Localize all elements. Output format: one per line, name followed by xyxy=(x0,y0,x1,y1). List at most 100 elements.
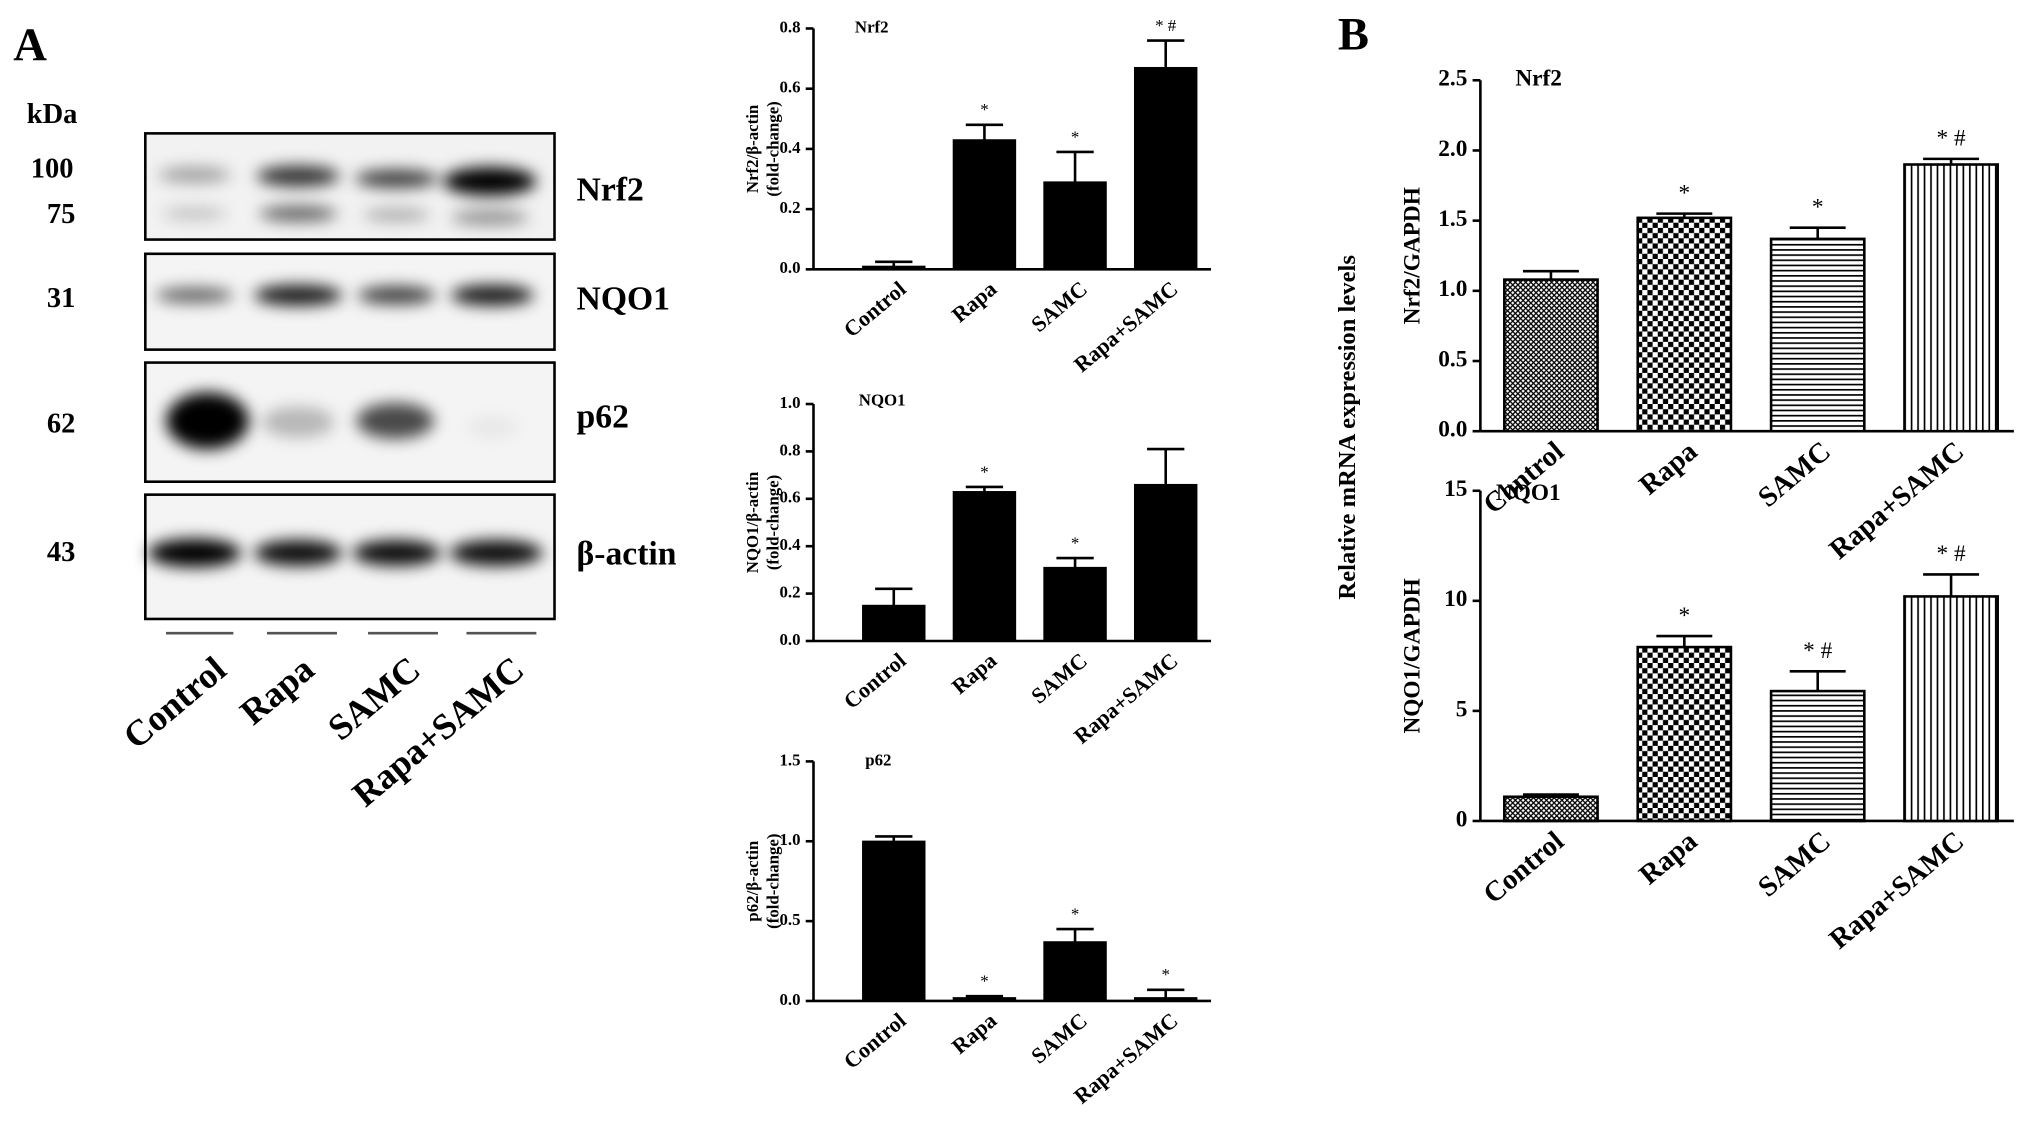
y-tick-label: 0.0 xyxy=(779,990,800,1009)
bar xyxy=(1133,483,1198,642)
significance: * xyxy=(980,462,988,481)
x-tick-label: Control xyxy=(1478,826,1570,910)
y-tick-label: 0 xyxy=(1456,806,1468,832)
x-tick-label: SAMC xyxy=(1753,826,1837,904)
x-tick-label: SAMC xyxy=(1026,648,1092,709)
x-tick-label: SAMC xyxy=(1753,436,1837,514)
lane-label: Control xyxy=(116,649,234,757)
y-axis-label: p62/β-actin xyxy=(743,840,762,921)
significance: * # xyxy=(1937,541,1966,567)
marker: 31 xyxy=(47,283,75,314)
y-tick-label: 1.0 xyxy=(779,830,800,849)
bar xyxy=(1043,941,1107,1002)
bar xyxy=(1769,237,1866,433)
bar xyxy=(1636,645,1733,823)
protein-label: NQO1 xyxy=(577,280,671,317)
x-tick-label: Control xyxy=(839,276,911,342)
chart-title: NQO1 xyxy=(859,390,906,409)
bar xyxy=(1043,566,1107,642)
significance: * xyxy=(980,100,988,119)
y-tick-label: 0.0 xyxy=(779,258,800,277)
significance: * xyxy=(1678,180,1690,206)
y-tick-label: 0.2 xyxy=(779,582,800,601)
y-tick-label: 0.5 xyxy=(1438,346,1467,372)
x-tick-label: Control xyxy=(839,648,911,714)
bar xyxy=(1903,595,1999,823)
bar xyxy=(1636,216,1733,433)
significance: * xyxy=(1071,533,1079,552)
significance: * # xyxy=(1803,638,1832,664)
bar xyxy=(952,997,1017,1002)
x-tick-label: Rapa xyxy=(947,1008,1001,1059)
y-axis-label: NQO1/GAPDH xyxy=(1400,578,1426,733)
bar xyxy=(1503,278,1599,433)
x-tick-label: Control xyxy=(839,1008,911,1074)
bar xyxy=(1903,163,1999,433)
y-tick-label: 1.0 xyxy=(779,393,800,412)
bar xyxy=(862,265,926,270)
y-tick-label: 1.0 xyxy=(1438,276,1467,302)
blot xyxy=(144,132,556,635)
y-tick-label: 2.0 xyxy=(1438,136,1467,162)
marker: 75 xyxy=(47,199,75,230)
bar xyxy=(1133,997,1198,1002)
x-tick-label: SAMC xyxy=(1026,1008,1092,1069)
x-tick-label: Rapa xyxy=(1634,436,1704,501)
x-tick-label: Rapa xyxy=(947,276,1001,327)
significance: * xyxy=(1678,603,1690,629)
marker: 43 xyxy=(47,537,75,568)
chart-title: p62 xyxy=(865,750,891,769)
bar xyxy=(1133,66,1198,270)
chart-title: Nrf2 xyxy=(855,17,889,36)
y-axis-label: (fold-change) xyxy=(764,101,783,196)
protein-label: Nrf2 xyxy=(577,172,644,209)
significance: * xyxy=(1161,965,1169,984)
y-tick-label: 0.8 xyxy=(779,17,800,36)
y-axis-label: (fold-change) xyxy=(764,834,783,929)
y-tick-label: 0.4 xyxy=(779,138,801,157)
bar xyxy=(952,491,1017,642)
significance: * xyxy=(1812,194,1824,220)
y-tick-label: 1.5 xyxy=(779,750,800,769)
y-axis-label: Nrf2/GAPDH xyxy=(1400,187,1426,324)
y-tick-label: 0.8 xyxy=(779,440,800,459)
significance: * # xyxy=(1937,126,1966,152)
y-tick-label: 0.5 xyxy=(779,910,800,929)
significance: * # xyxy=(1155,16,1177,35)
protein-label: β-actin xyxy=(577,536,677,573)
protein-label: p62 xyxy=(577,398,629,435)
y-tick-label: 1.5 xyxy=(1438,206,1467,232)
y-tick-label: 0.4 xyxy=(779,535,801,554)
significance: * xyxy=(980,972,988,991)
bar xyxy=(862,840,926,1002)
y-axis-label: Nrf2/β-actin xyxy=(743,104,762,193)
marker: 62 xyxy=(47,409,75,440)
shared-y-label: Relative mRNA expression levels xyxy=(1334,255,1361,600)
y-tick-label: 15 xyxy=(1444,476,1467,502)
y-tick-label: 10 xyxy=(1444,586,1467,612)
bar xyxy=(952,139,1017,270)
y-axis-label: (fold-change) xyxy=(764,475,783,570)
x-tick-label: Rapa+SAMC xyxy=(1824,826,1970,956)
bar xyxy=(1503,795,1599,823)
panel-label: B xyxy=(1338,9,1369,61)
x-tick-label: SAMC xyxy=(1026,276,1092,337)
x-tick-label: Control xyxy=(1478,436,1570,520)
x-tick-label: Rapa xyxy=(947,648,1001,699)
bar xyxy=(1043,181,1107,270)
panel-label: A xyxy=(13,19,47,71)
y-tick-label: 0.0 xyxy=(1438,417,1467,443)
y-tick-label: 0.6 xyxy=(779,488,800,507)
blot-unit: kDa xyxy=(27,99,78,130)
significance: * xyxy=(1071,904,1079,923)
chart-title: Nrf2 xyxy=(1515,66,1562,92)
y-tick-label: 0.0 xyxy=(779,630,800,649)
bar xyxy=(862,604,926,642)
lane-label: Rapa xyxy=(233,649,322,733)
marker: 100 xyxy=(31,153,74,184)
x-tick-label: Rapa xyxy=(1634,826,1704,891)
y-tick-label: 0.2 xyxy=(779,198,800,217)
chart-title: NQO1 xyxy=(1496,480,1561,506)
y-tick-label: 2.5 xyxy=(1438,66,1467,92)
